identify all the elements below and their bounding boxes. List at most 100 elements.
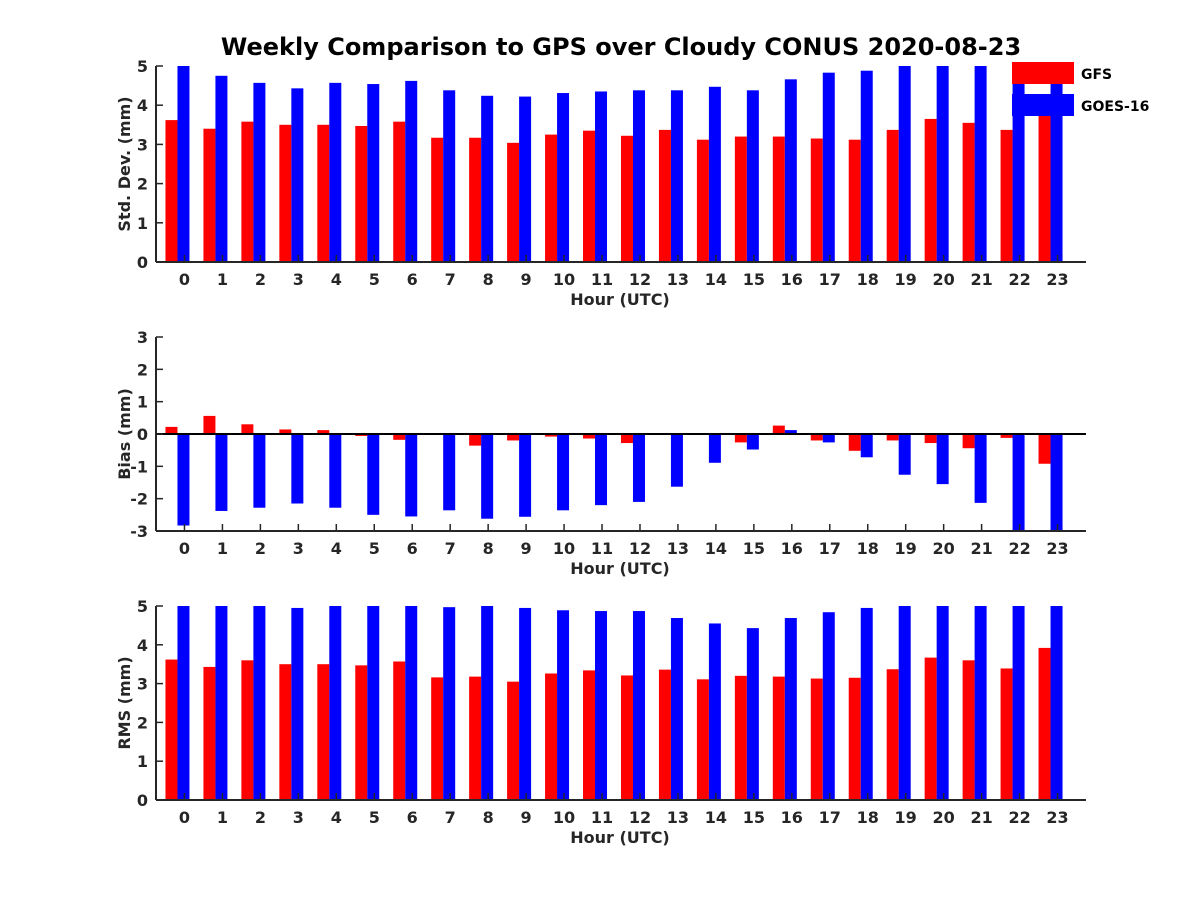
x-tick-label: 0 bbox=[179, 539, 190, 558]
y-tick-label: 0 bbox=[137, 425, 148, 444]
bar-gfs-11 bbox=[583, 670, 596, 800]
bar-gfs-16 bbox=[772, 676, 785, 800]
x-tick-label: 16 bbox=[781, 270, 803, 289]
series-gfs bbox=[165, 111, 1051, 262]
bar-goes-16-1 bbox=[215, 75, 228, 262]
y-tick-label: 1 bbox=[137, 393, 148, 412]
y-tick-label: 2 bbox=[137, 713, 148, 732]
bar-gfs-22 bbox=[1000, 668, 1013, 800]
bar-gfs-8 bbox=[469, 676, 482, 800]
y-tick-label: 1 bbox=[137, 752, 148, 771]
bar-gfs-10 bbox=[545, 434, 558, 437]
bar-gfs-10 bbox=[545, 673, 558, 800]
y-axis-label: Std. Dev. (mm) bbox=[115, 96, 134, 231]
chart-title: Weekly Comparison to GPS over Cloudy CON… bbox=[221, 33, 1021, 61]
bar-gfs-4 bbox=[317, 664, 330, 800]
x-tick-label: 23 bbox=[1046, 270, 1068, 289]
x-tick-label: 18 bbox=[857, 539, 879, 558]
bar-gfs-1 bbox=[203, 128, 216, 262]
bar-gfs-20 bbox=[924, 657, 937, 800]
bar-gfs-17 bbox=[810, 138, 823, 262]
bar-goes-16-5 bbox=[367, 434, 380, 515]
bar-goes-16-7 bbox=[443, 90, 456, 262]
y-tick-label: 4 bbox=[137, 636, 148, 655]
bar-goes-16-13 bbox=[670, 434, 683, 487]
x-tick-label: 1 bbox=[217, 539, 228, 558]
x-tick-label: 12 bbox=[629, 270, 651, 289]
bar-gfs-13 bbox=[658, 669, 671, 800]
x-tick-label: 8 bbox=[483, 808, 494, 827]
bar-goes-16-4 bbox=[329, 606, 342, 800]
x-tick-label: 15 bbox=[743, 270, 765, 289]
x-tick-label: 20 bbox=[933, 808, 955, 827]
bar-goes-16-5 bbox=[367, 84, 380, 262]
bar-goes-16-4 bbox=[329, 434, 342, 508]
bar-goes-16-23 bbox=[1050, 434, 1063, 531]
bar-gfs-18 bbox=[848, 434, 861, 451]
bar-gfs-0 bbox=[165, 659, 178, 800]
bar-gfs-1 bbox=[203, 415, 216, 434]
bar-gfs-19 bbox=[886, 129, 899, 262]
bar-goes-16-19 bbox=[898, 434, 911, 475]
bar-goes-16-12 bbox=[632, 611, 645, 800]
bar-gfs-10 bbox=[545, 134, 558, 262]
x-tick-label: 14 bbox=[705, 808, 727, 827]
bar-goes-16-16 bbox=[784, 618, 797, 800]
x-tick-label: 17 bbox=[819, 539, 841, 558]
x-tick-label: 9 bbox=[521, 270, 532, 289]
bar-goes-16-12 bbox=[632, 90, 645, 262]
x-tick-label: 23 bbox=[1046, 539, 1068, 558]
y-tick-label: 5 bbox=[137, 597, 148, 616]
bar-goes-16-19 bbox=[898, 606, 911, 800]
x-tick-label: 5 bbox=[369, 539, 380, 558]
bar-gfs-2 bbox=[241, 121, 254, 262]
bar-goes-16-11 bbox=[595, 611, 608, 800]
bar-goes-16-10 bbox=[557, 93, 570, 262]
bar-gfs-6 bbox=[393, 661, 406, 800]
y-tick-label: 2 bbox=[137, 175, 148, 194]
bar-goes-16-20 bbox=[936, 606, 949, 800]
bar-gfs-7 bbox=[431, 137, 444, 262]
bar-gfs-2 bbox=[241, 660, 254, 800]
x-tick-label: 4 bbox=[331, 539, 342, 558]
bar-goes-16-11 bbox=[595, 434, 608, 506]
bar-gfs-6 bbox=[393, 434, 406, 440]
bar-goes-16-15 bbox=[746, 628, 759, 800]
bar-gfs-0 bbox=[165, 120, 178, 262]
bar-gfs-15 bbox=[734, 434, 747, 443]
x-tick-label: 1 bbox=[217, 270, 228, 289]
bar-goes-16-9 bbox=[519, 96, 532, 263]
bar-goes-16-8 bbox=[481, 434, 494, 519]
series-gfs bbox=[165, 415, 1051, 464]
bar-gfs-13 bbox=[658, 129, 671, 262]
bar-gfs-23 bbox=[1038, 434, 1051, 464]
bar-goes-16-15 bbox=[746, 434, 759, 450]
bar-goes-16-16 bbox=[784, 430, 797, 434]
bar-goes-16-2 bbox=[253, 434, 266, 508]
bar-gfs-9 bbox=[507, 681, 520, 800]
bar-gfs-15 bbox=[734, 675, 747, 800]
bar-goes-16-22 bbox=[1012, 606, 1025, 800]
x-tick-label: 4 bbox=[331, 808, 342, 827]
bar-goes-16-2 bbox=[253, 82, 266, 262]
bar-gfs-19 bbox=[886, 434, 899, 441]
bar-gfs-3 bbox=[279, 664, 292, 800]
bar-goes-16-18 bbox=[860, 434, 873, 458]
y-tick-label: -3 bbox=[130, 522, 148, 541]
y-axis-label: RMS (mm) bbox=[115, 656, 134, 749]
bar-gfs-17 bbox=[810, 678, 823, 800]
x-tick-label: 8 bbox=[483, 539, 494, 558]
bar-gfs-9 bbox=[507, 434, 520, 441]
bar-gfs-22 bbox=[1000, 434, 1013, 438]
x-axis-label: Hour (UTC) bbox=[570, 290, 670, 309]
x-tick-label: 3 bbox=[293, 270, 304, 289]
bar-gfs-21 bbox=[962, 122, 975, 262]
x-tick-label: 14 bbox=[705, 539, 727, 558]
x-tick-label: 6 bbox=[407, 270, 418, 289]
bar-gfs-14 bbox=[696, 139, 709, 262]
x-tick-label: 13 bbox=[667, 808, 689, 827]
x-tick-label: 7 bbox=[445, 270, 456, 289]
y-tick-label: -2 bbox=[130, 490, 148, 509]
y-tick-label: 1 bbox=[137, 214, 148, 233]
legend: GFS GOES-16 bbox=[1012, 62, 1149, 116]
